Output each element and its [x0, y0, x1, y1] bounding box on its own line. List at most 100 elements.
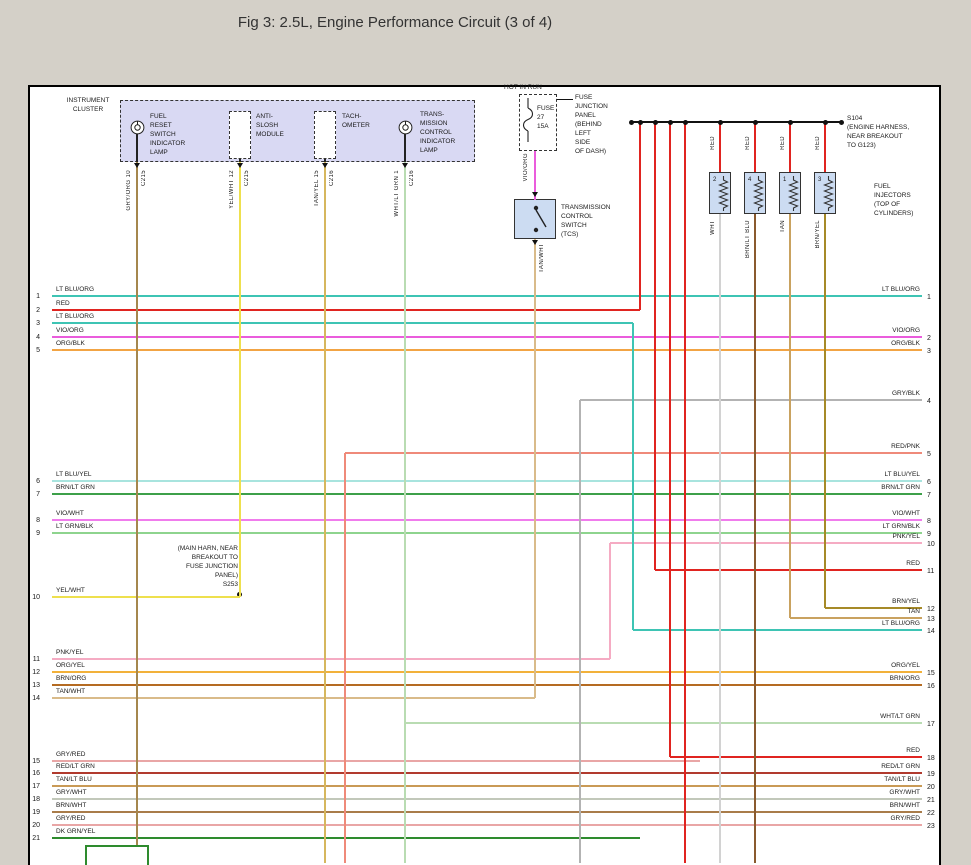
wire-label-lt-blu-org: LT BLU/ORG — [56, 313, 95, 320]
wire-h-brn-lt-grn — [52, 493, 922, 495]
tcs-box — [514, 199, 556, 239]
wire-number-left: 10 — [32, 594, 40, 601]
wire-h-gry-blk — [580, 399, 922, 401]
wire-v-blk — [136, 134, 138, 162]
wire-label-red: RED — [815, 136, 821, 150]
wire-label-brn-lt-grn: BRN/LT GRN — [56, 484, 95, 491]
wire-label-gry-red: GRY/RED — [890, 815, 921, 822]
wire-label-red-pnk: RED/PNK — [891, 443, 920, 450]
fuse-icon — [522, 98, 534, 142]
wire-number-left: 5 — [36, 347, 40, 354]
wire-v-yel-wht — [239, 162, 241, 597]
wire-number-right: 13 — [927, 616, 935, 623]
coil-icon — [718, 176, 729, 211]
wire-label-c216: C216 — [409, 170, 415, 186]
wire-v-wht-lt-grn — [404, 162, 406, 863]
wire-label-red: RED — [906, 747, 920, 754]
wire-label-lt-blu-org: LT BLU/ORG — [881, 620, 920, 627]
wire-v-red — [754, 122, 756, 172]
wire-label-dk-grn-yel: DK GRN/YEL — [56, 828, 96, 835]
wire-h-lt-blu-org — [633, 629, 922, 631]
fuel-injector-4: 4 — [744, 172, 766, 214]
wire-number-left: 18 — [32, 796, 40, 803]
wire-label-gry-wht: GRY/WHT — [56, 789, 87, 796]
wire-h-lt-blu-org — [52, 295, 922, 297]
connector-arrow-icon — [134, 163, 140, 168]
wire-number-left: 7 — [36, 491, 40, 498]
wire-label-org-blk: ORG/BLK — [891, 340, 920, 347]
wire-h-lt-grn-blk — [52, 532, 922, 534]
splice-dot — [683, 120, 688, 125]
splice-dot — [653, 120, 658, 125]
fuel-injectors-caption: FUEL INJECTORS (TOP OF CYLINDERS) — [874, 183, 914, 217]
wire-h-red-lt-grn — [52, 772, 922, 774]
wire-number-left: 13 — [32, 682, 40, 689]
wire-v-gry-org — [136, 162, 138, 845]
wire-number-left: 14 — [32, 695, 40, 702]
wire-label-tan-wht: TAN/WHT — [56, 688, 86, 695]
wire-h-org-yel — [52, 671, 922, 673]
wire-v-pnk-yel — [609, 543, 611, 659]
wire-h-red — [52, 309, 640, 311]
wire-label-tan: TAN — [907, 608, 920, 615]
splice-dot — [788, 120, 793, 125]
wire-v-blk — [239, 159, 241, 162]
splice-dot — [629, 120, 634, 125]
fuel-reset-switch-lamp-label: FUEL RESET SWITCH INDICATOR LAMP — [150, 113, 186, 156]
wire-label-gry-org-10: GRY/ORG 10 — [126, 170, 132, 211]
wire-v-red — [654, 122, 656, 570]
wire-h-lt-blu-org — [52, 322, 633, 324]
wire-h-tan — [790, 617, 922, 619]
wire-number-right: 19 — [927, 771, 935, 778]
fuel-injector-2: 2 — [709, 172, 731, 214]
wire-label-org-blk: ORG/BLK — [56, 340, 85, 347]
injector-number: 3 — [818, 177, 822, 183]
wire-number-left: 3 — [36, 320, 40, 327]
wire-label-red-lt-grn: RED/LT GRN — [881, 763, 920, 770]
bottom-partial-component-box — [85, 845, 149, 865]
wire-number-left: 15 — [32, 758, 40, 765]
wire-h-vio-org — [52, 336, 922, 338]
wire-label-org-yel: ORG/YEL — [891, 662, 920, 669]
wire-v-red — [719, 122, 721, 172]
wire-label-lt-blu-org: LT BLU/ORG — [56, 286, 95, 293]
wire-number-right: 15 — [927, 670, 935, 677]
wire-label-pnk-yel: PNK/YEL — [56, 649, 84, 656]
wire-number-right: 3 — [927, 348, 931, 355]
wire-v-red — [789, 122, 791, 172]
wire-label-brn-yel: BRN/YEL — [892, 598, 920, 605]
wire-number-right: 23 — [927, 823, 935, 830]
wire-label-gry-wht: GRY/WHT — [889, 789, 920, 796]
wire-number-right: 12 — [927, 606, 935, 613]
wire-label-tan-lt-blu: TAN/LT BLU — [56, 776, 92, 783]
wire-h-gry-wht — [52, 798, 922, 800]
wire-v-blk — [324, 159, 326, 162]
wire-label-vio-wht: VIO/WHT — [892, 510, 920, 517]
tachometer-label: TACH- OMETER — [342, 113, 370, 129]
wire-number-left: 6 — [36, 478, 40, 485]
hot-in-run-label: HOT IN RUN — [504, 84, 542, 91]
wire-label-brn-wht: BRN/WHT — [56, 802, 87, 809]
wire-v-red-pnk — [344, 453, 346, 863]
coil-icon — [788, 176, 799, 211]
wire-h-brn-yel — [825, 607, 922, 609]
wire-v-vio-org — [534, 151, 536, 200]
wire-label-lt-blu-yel: LT BLU/YEL — [884, 471, 920, 478]
instrument-cluster-label: INSTRUMENT CLUSTER — [66, 97, 110, 113]
wire-label-brn-org: BRN/ORG — [56, 675, 87, 682]
fuse-label: FUSE 27 15A — [537, 105, 555, 130]
wire-number-left: 16 — [32, 770, 40, 777]
wire-number-left: 2 — [36, 307, 40, 314]
tcs-label: TRANSMISSION CONTROL SWITCH (TCS) — [561, 204, 611, 238]
wire-number-left: 8 — [36, 517, 40, 524]
wire-label-wht: WHT — [710, 220, 716, 235]
wire-label-tan-yel-15: TAN/YEL 15 — [314, 170, 320, 207]
wire-label-org-yel: ORG/YEL — [56, 662, 85, 669]
wire-label-brn-wht: BRN/WHT — [889, 802, 920, 809]
wire-v-brn-yel — [824, 214, 826, 608]
wire-h-tan-wht — [52, 697, 535, 699]
wire-label-gry-red: GRY/RED — [56, 815, 86, 822]
wire-v-gry-blk — [579, 400, 581, 863]
wire-label-tan-wht: TAN/WHT — [539, 243, 545, 273]
